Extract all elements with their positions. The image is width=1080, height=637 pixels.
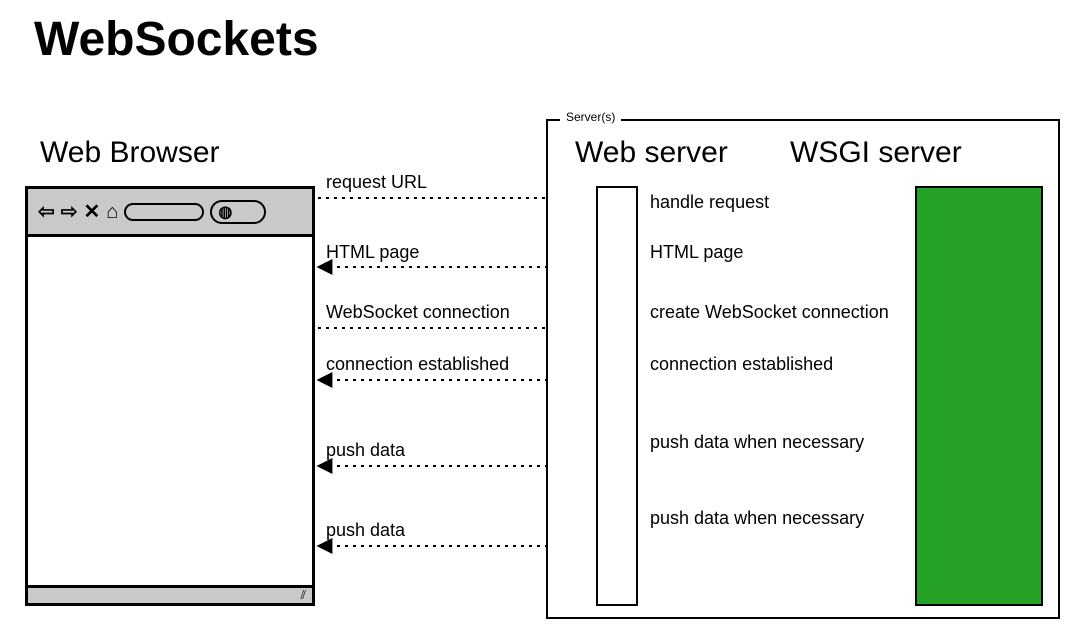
web-server-label: Web server <box>575 136 728 170</box>
web-browser-box: ⇦ ⇨ ✕ ⌂ ◍ ⫽ <box>25 186 315 606</box>
search-box: ◍ <box>210 200 266 224</box>
home-icon: ⌂ <box>106 202 118 222</box>
wsgi-server-box <box>915 186 1043 606</box>
ws-wsgi-label-5: push data when necessary <box>650 508 864 529</box>
ws-wsgi-label-3: connection established <box>650 354 833 375</box>
forward-icon: ⇨ <box>61 202 78 222</box>
browser-toolbar: ⇦ ⇨ ✕ ⌂ ◍ <box>28 189 312 237</box>
diagram-stage: WebSockets Web Browser ⇦ ⇨ ✕ ⌂ ◍ ⫽ Serve… <box>0 0 1080 637</box>
wsgi-server-label: WSGI server <box>790 136 962 170</box>
page-title: WebSockets <box>34 12 319 67</box>
browser-ws-label-5: push data <box>326 520 405 541</box>
ws-wsgi-label-4: push data when necessary <box>650 432 864 453</box>
servers-legend: Server(s) <box>560 110 621 124</box>
browser-ws-label-0: request URL <box>326 172 427 193</box>
ws-wsgi-label-1: HTML page <box>650 242 743 263</box>
browser-ws-label-1: HTML page <box>326 242 419 263</box>
ws-wsgi-label-2: create WebSocket connection <box>650 302 889 323</box>
ws-wsgi-label-0: handle request <box>650 192 769 213</box>
browser-ws-label-4: push data <box>326 440 405 461</box>
stop-icon: ✕ <box>84 202 101 222</box>
url-bar <box>124 203 204 221</box>
web-browser-label: Web Browser <box>40 136 220 170</box>
web-server-box <box>596 186 638 606</box>
browser-ws-label-3: connection established <box>326 354 509 375</box>
back-icon: ⇦ <box>38 202 55 222</box>
browser-ws-label-2: WebSocket connection <box>326 302 510 323</box>
browser-statusbar: ⫽ <box>28 585 312 603</box>
resize-grip-icon: ⫽ <box>301 588 306 603</box>
